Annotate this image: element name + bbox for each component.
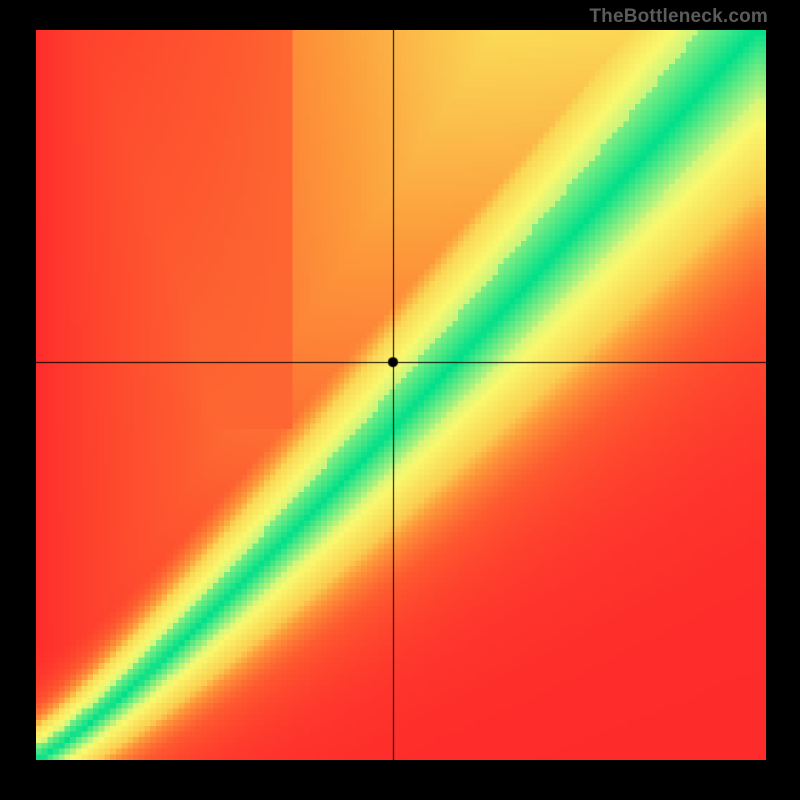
bottleneck-heatmap xyxy=(36,30,766,760)
chart-container: { "watermark": { "text": "TheBottleneck.… xyxy=(0,0,800,800)
watermark-text: TheBottleneck.com xyxy=(589,6,768,28)
